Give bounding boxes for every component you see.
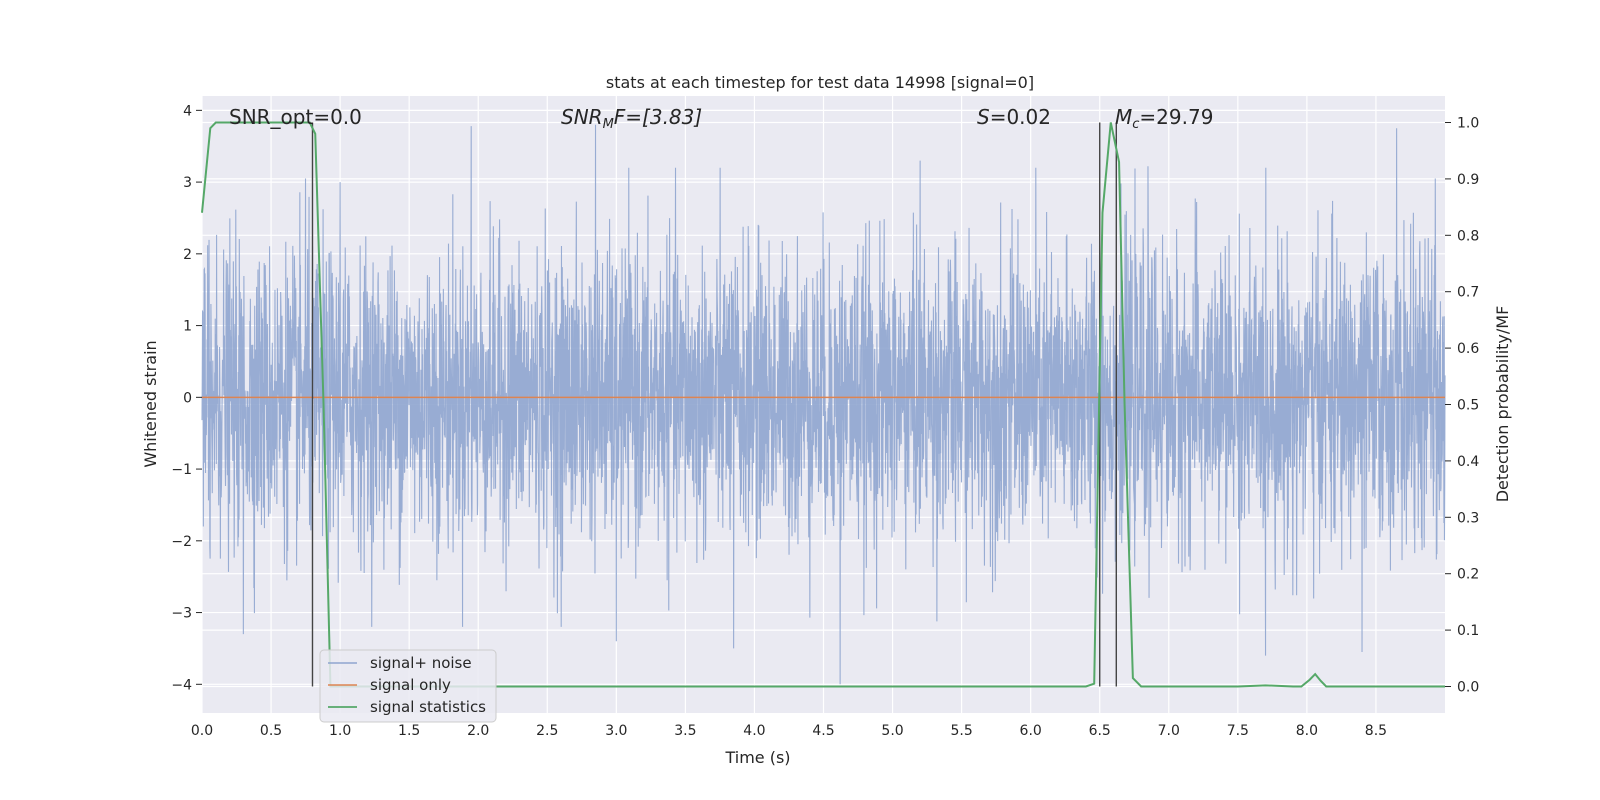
right-axis-label: Detection probability/MF — [1493, 306, 1512, 503]
legend-label-noise: signal+ noise — [370, 654, 472, 672]
y-axis-label: Whitened strain — [141, 340, 160, 467]
y-tick-label: −4 — [171, 677, 192, 693]
legend-box — [319, 649, 497, 723]
chart-title: stats at each timestep for test data 149… — [606, 73, 1034, 92]
mc-rest: =29.79 — [1139, 105, 1213, 129]
snr-opt-annotation: SNR_opt=0.0 — [229, 105, 362, 129]
statistics-line — [201, 121, 1445, 688]
right-tick-label: 0.5 — [1457, 398, 1479, 414]
x-tick-label: 3.5 — [674, 723, 696, 739]
statistics-series — [201, 121, 1445, 688]
right-tick-label: 0.0 — [1457, 679, 1479, 695]
right-tick-label: 0.2 — [1457, 567, 1479, 583]
y-tick-label: −2 — [171, 534, 192, 550]
x-tick-label: 7.5 — [1227, 723, 1249, 739]
snr-mf-subscript: M — [603, 117, 614, 132]
x-axis-label: Time (s) — [724, 748, 790, 767]
s-base: S — [977, 105, 990, 129]
x-tick-labels: 0.0 0.5 1.0 1.5 2.0 2.5 3.0 3.5 4.0 4.5 5.0 5.5 6.0 6… — [191, 723, 1387, 739]
right-tick-label: 0.4 — [1457, 454, 1479, 470]
legend-label-stats: signal statistics — [370, 698, 486, 716]
y-tick-label: 1 — [183, 319, 192, 335]
right-tick-label: 0.1 — [1457, 623, 1479, 639]
legend-label-signal: signal only — [370, 676, 451, 694]
x-tick-label: 6.0 — [1020, 723, 1042, 739]
right-tick-label: 0.9 — [1457, 172, 1479, 188]
y-tick-label: −1 — [171, 462, 192, 478]
x-tick-label: 8.0 — [1296, 723, 1318, 739]
s-annotation: S=0.02 — [977, 105, 1051, 129]
right-tick-label: 0.6 — [1457, 341, 1479, 357]
x-tick-label: 5.0 — [881, 723, 903, 739]
x-tick-label: 2.0 — [467, 723, 489, 739]
y-tick-labels: 4 3 2 1 0 −1 −2 −3 −4 — [171, 103, 202, 693]
noise-series — [201, 124, 1446, 685]
mc-annotation: Mc=29.79 — [1115, 105, 1213, 132]
x-tick-label: 1.0 — [329, 723, 351, 739]
snr-mf-rest: F=[3.83] — [614, 105, 702, 129]
right-tick-label: 0.7 — [1457, 285, 1479, 301]
x-tick-label: 0.0 — [191, 723, 213, 739]
x-tick-label: 8.5 — [1365, 723, 1387, 739]
s-rest: =0.02 — [990, 105, 1051, 129]
right-tick-labels: 1.0 0.9 0.8 0.7 0.6 0.5 0.4 0.3 0.2 0.1 0.0 — [1445, 116, 1479, 695]
x-tick-label: 7.0 — [1158, 723, 1180, 739]
y-tick-label: 2 — [183, 247, 192, 263]
noise-line — [201, 124, 1446, 685]
y-tick-label: −3 — [171, 606, 192, 622]
right-tick-label: 0.8 — [1457, 228, 1479, 244]
x-tick-label: 1.5 — [398, 723, 420, 739]
x-tick-label: 6.5 — [1089, 723, 1111, 739]
snr-mf-base: SNR — [561, 105, 603, 129]
y-tick-label: 3 — [183, 175, 192, 191]
x-tick-label: 4.5 — [812, 723, 834, 739]
x-tick-label: 0.5 — [260, 723, 282, 739]
mc-base: M — [1115, 105, 1132, 129]
x-tick-label: 5.5 — [950, 723, 972, 739]
x-tick-label: 2.5 — [536, 723, 558, 739]
x-tick-label: 3.0 — [605, 723, 627, 739]
snr-mf-annotation: SNRMF=[3.83] — [561, 105, 702, 132]
x-tick-label: 4.0 — [743, 723, 765, 739]
y-tick-label: 0 — [183, 390, 192, 406]
right-tick-label: 0.3 — [1457, 510, 1479, 526]
y-tick-label: 4 — [183, 103, 192, 119]
mc-subscript: c — [1132, 117, 1139, 132]
legend: signal+ noise signal only signal statist… — [319, 649, 497, 723]
right-tick-label: 1.0 — [1457, 116, 1479, 132]
